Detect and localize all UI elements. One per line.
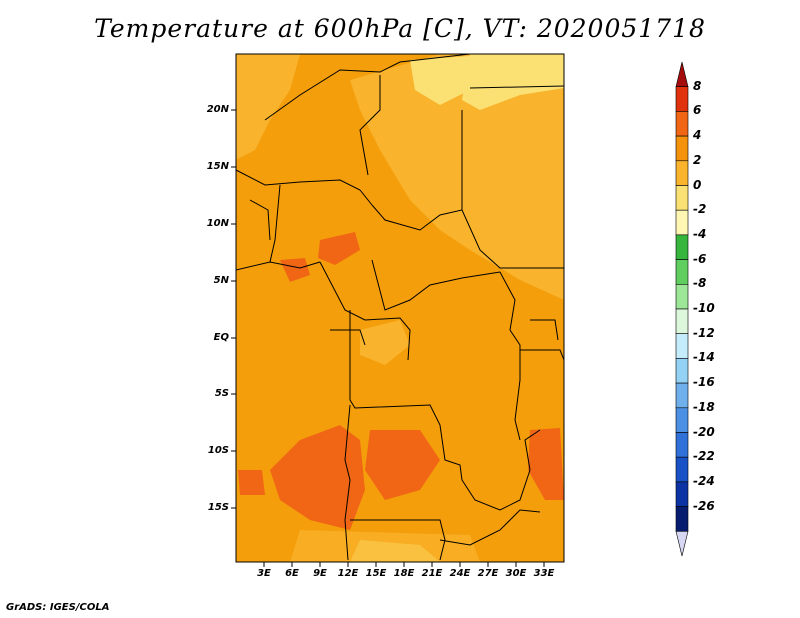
colorbar-swatch <box>675 358 689 384</box>
lat-label-15n: 15N <box>206 161 229 172</box>
lat-label-5n: 5N <box>213 275 229 286</box>
colorbar-swatch <box>675 259 689 285</box>
colorbar-swatch <box>675 432 689 458</box>
plot-frame <box>235 53 565 563</box>
colorbar-label: 8 <box>693 78 702 93</box>
cooler-region-top2 <box>410 56 470 105</box>
colorbar-label: -8 <box>693 276 707 291</box>
lon-label-33e: 33E <box>533 568 555 579</box>
colorbar-label: -18 <box>693 399 715 414</box>
colorbar-label: -14 <box>693 350 715 365</box>
cool-patch-congo <box>360 320 410 365</box>
lat-label-10n: 10N <box>206 218 229 229</box>
lat-label-15s: 15S <box>207 502 229 513</box>
colorbar-swatch <box>675 481 689 507</box>
colorbar-swatch <box>675 61 689 87</box>
colorbar-label: -2 <box>693 202 707 217</box>
lon-label-12e: 12E <box>337 568 359 579</box>
lon-label-27e: 27E <box>477 568 499 579</box>
colorbar-swatch <box>675 407 689 433</box>
map-title: Temperature at 600hPa [C], VT: 202005171… <box>94 14 706 43</box>
lon-label-30e: 30E <box>505 568 527 579</box>
lon-label-18e: 18E <box>393 568 415 579</box>
colorbar-label: -4 <box>693 226 707 241</box>
colorbar-swatch <box>675 506 689 532</box>
country-borders <box>236 54 564 561</box>
credit-text: GrADS: IGES/COLA <box>6 602 110 613</box>
colorbar-label: -24 <box>693 473 715 488</box>
colorbar-label: -20 <box>693 424 715 439</box>
lat-label-eq: EQ <box>213 332 229 343</box>
warm-patch-angola <box>270 425 365 530</box>
warm-patch-zambia <box>365 430 440 500</box>
colorbar-label: -22 <box>693 449 715 464</box>
lon-label-15e: 15E <box>365 568 387 579</box>
colorbar-swatch <box>675 333 689 359</box>
cooler-region-top <box>462 54 564 110</box>
lon-label-6e: 6E <box>285 568 299 579</box>
lat-label-20n: 20N <box>206 104 229 115</box>
colorbar-swatch <box>675 209 689 236</box>
lon-label-24e: 24E <box>449 568 471 579</box>
colorbar-label: 4 <box>693 128 702 143</box>
colorbar-swatch <box>675 283 689 310</box>
lat-label-5s: 5S <box>214 388 229 399</box>
colorbar-swatch <box>675 86 689 112</box>
colorbar-swatch <box>675 135 689 162</box>
colorbar <box>675 61 689 557</box>
colorbar-swatch <box>675 160 689 186</box>
lon-label-3e: 3E <box>257 568 271 579</box>
lon-label-9e: 9E <box>313 568 327 579</box>
temperature-field <box>236 54 564 562</box>
colorbar-label: 2 <box>693 152 702 167</box>
colorbar-swatch <box>675 308 689 335</box>
colorbar-swatch <box>675 530 689 557</box>
axis-ticks <box>231 109 545 567</box>
colorbar-label: 0 <box>693 177 702 192</box>
colorbar-label: -10 <box>693 301 715 315</box>
colorbar-swatch <box>675 456 689 483</box>
warm-patch-nigeria <box>318 232 360 265</box>
warm-patch-mozambique <box>528 428 564 500</box>
cool-patch-south <box>290 530 480 562</box>
colorbar-label: -16 <box>693 375 715 390</box>
colorbar-label: -6 <box>693 251 707 266</box>
lat-label-10s: 10S <box>207 445 229 456</box>
colorbar-swatch <box>675 111 689 137</box>
colorbar-label: -26 <box>693 498 715 513</box>
warm-patch-west <box>238 470 265 495</box>
colorbar-swatch <box>675 234 689 260</box>
colorbar-swatch <box>675 382 689 409</box>
colorbar-label: 6 <box>693 103 702 118</box>
colorbar-label: -12 <box>693 325 715 340</box>
colorbar-swatch <box>675 185 689 211</box>
warm-patch-coast <box>280 258 310 282</box>
cool-region-nw <box>236 54 300 160</box>
lon-label-21e: 21E <box>421 568 443 579</box>
